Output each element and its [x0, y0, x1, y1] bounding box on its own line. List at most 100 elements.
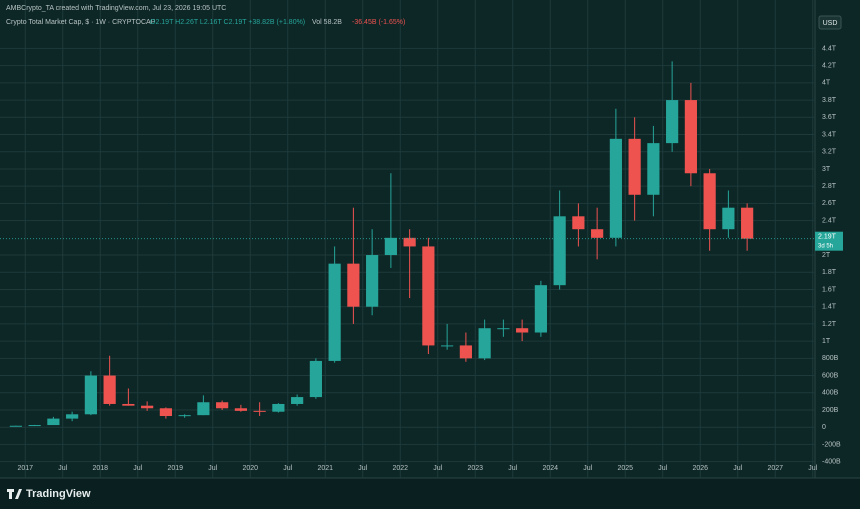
x-tick-label: 2025	[617, 465, 633, 472]
last-price-label: 2.19T	[818, 234, 837, 241]
candle-body	[459, 345, 472, 359]
x-tick-label: Jul	[733, 465, 742, 472]
x-tick-label: 2023	[467, 465, 483, 472]
brand-logo: TradingView	[7, 488, 91, 500]
candle-body	[84, 375, 97, 415]
y-tick-label: 2.6T	[822, 200, 837, 207]
candle-body	[497, 328, 510, 330]
y-tick-label: 1.6T	[822, 286, 837, 293]
candle-body	[66, 414, 79, 419]
y-tick-label: 2.4T	[822, 217, 837, 224]
y-tick-label: 1.8T	[822, 269, 837, 276]
y-tick-label: 3.8T	[822, 97, 837, 104]
candle-body	[366, 255, 379, 307]
y-tick-label: 3.6T	[822, 114, 837, 121]
y-tick-label: 800B	[822, 355, 839, 362]
watermark: AMBCrypto_TA created with TradingView.co…	[6, 5, 226, 12]
y-tick-label: 4T	[822, 80, 831, 87]
currency[interactable]: USD	[823, 20, 838, 27]
candle-body	[9, 425, 22, 427]
candle-body	[591, 229, 604, 238]
candle-body	[534, 285, 547, 333]
y-tick-label: 600B	[822, 372, 839, 379]
ohlc-values: O2.19T H2.26T L2.16T C2.19T +38.82B (+1.…	[150, 19, 305, 26]
candle-body	[197, 402, 210, 416]
candle-body	[703, 173, 716, 230]
x-tick-label: Jul	[583, 465, 592, 472]
candle-body	[647, 143, 660, 195]
x-tick-label: Jul	[508, 465, 517, 472]
x-tick-label: 2020	[242, 465, 258, 472]
y-tick-label: 1.2T	[822, 321, 837, 328]
candle-body	[422, 246, 435, 346]
x-tick-label: Jul	[133, 465, 142, 472]
candle-body	[347, 263, 360, 307]
y-tick-label: 4.4T	[822, 45, 837, 52]
candle-body	[122, 403, 135, 406]
x-tick-label: 2019	[167, 465, 183, 472]
x-tick-label: 2022	[392, 465, 408, 472]
candle-body	[441, 345, 454, 347]
x-tick-label: Jul	[283, 465, 292, 472]
volume: Vol 58.2B	[312, 19, 342, 26]
candle-body	[384, 237, 397, 256]
x-tick-label: Jul	[58, 465, 67, 472]
candle-body	[272, 403, 285, 412]
x-tick-label: 2026	[692, 465, 708, 472]
x-tick-label: Jul	[358, 465, 367, 472]
x-tick-label: 2017	[17, 465, 33, 472]
y-tick-label: 1.4T	[822, 304, 837, 311]
x-tick-label: Jul	[208, 465, 217, 472]
candle-body	[178, 415, 191, 417]
x-tick-label: 2024	[542, 465, 558, 472]
y-tick-label: 3.4T	[822, 131, 837, 138]
x-tick-label: 2018	[92, 465, 108, 472]
candle-body	[28, 425, 41, 427]
y-tick-label: 3.2T	[822, 149, 837, 156]
y-tick-label: 1T	[822, 338, 831, 345]
candle-body	[516, 328, 529, 333]
candle-body	[609, 138, 622, 238]
candle-body	[628, 138, 641, 195]
y-tick-label: 4.2T	[822, 62, 837, 69]
candle-body	[159, 408, 172, 417]
footer-bar	[0, 478, 860, 509]
candle-body	[47, 418, 60, 426]
y-tick-label: 2T	[822, 252, 831, 259]
y-tick-label: 400B	[822, 390, 839, 397]
x-tick-label: Jul	[808, 465, 817, 472]
x-tick-label: Jul	[433, 465, 442, 472]
y-tick-label: 3T	[822, 166, 831, 173]
y-tick-label: 200B	[822, 407, 839, 414]
change: -36.45B (-1.65%)	[352, 19, 405, 26]
brand-name: TradingView	[26, 488, 91, 500]
candle-body	[234, 408, 247, 411]
candle-body	[216, 402, 229, 409]
y-tick-label: 2.8T	[822, 183, 837, 190]
currency-box[interactable]	[818, 15, 842, 30]
logo-icon	[7, 489, 22, 499]
candle-body	[684, 100, 697, 174]
y-tick-label: -400B	[822, 458, 841, 465]
x-tick-label: 2021	[317, 465, 333, 472]
grid	[0, 0, 815, 478]
last-price-box	[815, 231, 843, 251]
candle-body	[253, 410, 266, 412]
x-tick-label: Jul	[658, 465, 667, 472]
y-tick-label: 0	[822, 424, 826, 431]
y-tick-label: -200B	[822, 441, 841, 448]
candle-body	[741, 207, 754, 239]
candle-body	[572, 216, 585, 230]
x-tick-label: 2027	[767, 465, 783, 472]
candle-body	[291, 397, 304, 404]
countdown: 3d 5h	[818, 243, 833, 249]
candle-body	[141, 405, 154, 409]
candle-body	[553, 216, 566, 286]
candles	[9, 61, 754, 427]
candle-body	[309, 360, 322, 398]
candle-body	[103, 375, 116, 404]
candle-body	[478, 328, 491, 359]
candle-body	[722, 207, 735, 230]
